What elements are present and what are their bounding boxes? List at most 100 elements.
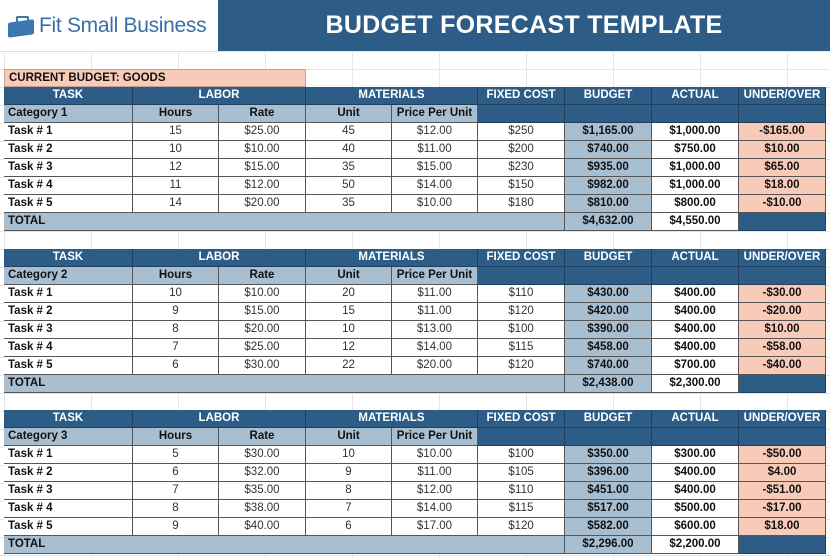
actual-cell[interactable]: $1,000.00 bbox=[652, 159, 739, 177]
under-over-cell[interactable]: $18.00 bbox=[739, 177, 826, 195]
under-over-cell[interactable]: $10.00 bbox=[739, 141, 826, 159]
hours-cell[interactable]: 10 bbox=[133, 141, 219, 159]
total-label[interactable]: TOTAL bbox=[4, 375, 565, 393]
header-under-over[interactable]: UNDER/OVER bbox=[739, 410, 826, 428]
task-name-cell[interactable]: Task # 4 bbox=[4, 177, 133, 195]
fixed-cost-cell[interactable]: $180 bbox=[478, 195, 565, 213]
budget-cell[interactable]: $390.00 bbox=[565, 321, 652, 339]
subheader-blank[interactable] bbox=[565, 428, 652, 446]
actual-cell[interactable]: $400.00 bbox=[652, 303, 739, 321]
header-task[interactable]: TASK bbox=[4, 249, 133, 267]
fixed-cost-cell[interactable]: $110 bbox=[478, 482, 565, 500]
task-name-cell[interactable]: Task # 2 bbox=[4, 303, 133, 321]
unit-cell[interactable]: 8 bbox=[306, 482, 392, 500]
rate-cell[interactable]: $38.00 bbox=[219, 500, 306, 518]
hours-cell[interactable]: 12 bbox=[133, 159, 219, 177]
budget-cell[interactable]: $935.00 bbox=[565, 159, 652, 177]
header-task[interactable]: TASK bbox=[4, 410, 133, 428]
task-name-cell[interactable]: Task # 3 bbox=[4, 482, 133, 500]
actual-cell[interactable]: $400.00 bbox=[652, 482, 739, 500]
fixed-cost-cell[interactable]: $250 bbox=[478, 123, 565, 141]
fixed-cost-cell[interactable]: $100 bbox=[478, 446, 565, 464]
under-over-cell[interactable]: $18.00 bbox=[739, 518, 826, 536]
subheader-hours[interactable]: Hours bbox=[133, 105, 219, 123]
actual-cell[interactable]: $500.00 bbox=[652, 500, 739, 518]
task-name-cell[interactable]: Task # 5 bbox=[4, 357, 133, 375]
fixed-cost-cell[interactable]: $150 bbox=[478, 177, 565, 195]
rate-cell[interactable]: $40.00 bbox=[219, 518, 306, 536]
total-label[interactable]: TOTAL bbox=[4, 213, 565, 231]
under-over-cell[interactable]: $65.00 bbox=[739, 159, 826, 177]
under-over-cell[interactable]: -$17.00 bbox=[739, 500, 826, 518]
price-per-unit-cell[interactable]: $11.00 bbox=[392, 303, 478, 321]
budget-cell[interactable]: $740.00 bbox=[565, 357, 652, 375]
hours-cell[interactable]: 6 bbox=[133, 357, 219, 375]
subheader-price-per-unit[interactable]: Price Per Unit bbox=[392, 105, 478, 123]
subheader-blank[interactable] bbox=[652, 428, 739, 446]
header-actual[interactable]: ACTUAL bbox=[652, 410, 739, 428]
subheader-blank[interactable] bbox=[478, 428, 565, 446]
task-name-cell[interactable]: Task # 3 bbox=[4, 321, 133, 339]
unit-cell[interactable]: 7 bbox=[306, 500, 392, 518]
subheader-blank[interactable] bbox=[478, 267, 565, 285]
under-over-cell[interactable]: -$20.00 bbox=[739, 303, 826, 321]
budget-cell[interactable]: $350.00 bbox=[565, 446, 652, 464]
subheader-blank[interactable] bbox=[739, 267, 826, 285]
subheader-hours[interactable]: Hours bbox=[133, 428, 219, 446]
total-under-over-cell[interactable] bbox=[739, 213, 826, 231]
hours-cell[interactable]: 7 bbox=[133, 482, 219, 500]
price-per-unit-cell[interactable]: $12.00 bbox=[392, 123, 478, 141]
actual-cell[interactable]: $700.00 bbox=[652, 357, 739, 375]
rate-cell[interactable]: $20.00 bbox=[219, 321, 306, 339]
unit-cell[interactable]: 15 bbox=[306, 303, 392, 321]
current-budget-label[interactable]: CURRENT BUDGET: GOODS bbox=[4, 69, 306, 87]
task-name-cell[interactable]: Task # 2 bbox=[4, 464, 133, 482]
header-budget[interactable]: BUDGET bbox=[565, 87, 652, 105]
header-budget[interactable]: BUDGET bbox=[565, 249, 652, 267]
unit-cell[interactable]: 22 bbox=[306, 357, 392, 375]
subheader-blank[interactable] bbox=[739, 428, 826, 446]
total-actual-cell[interactable]: $2,200.00 bbox=[652, 536, 739, 554]
rate-cell[interactable]: $25.00 bbox=[219, 123, 306, 141]
task-name-cell[interactable]: Task # 5 bbox=[4, 195, 133, 213]
task-name-cell[interactable]: Task # 4 bbox=[4, 500, 133, 518]
task-name-cell[interactable]: Task # 4 bbox=[4, 339, 133, 357]
actual-cell[interactable]: $400.00 bbox=[652, 464, 739, 482]
total-budget-cell[interactable]: $2,296.00 bbox=[565, 536, 652, 554]
subheader-rate[interactable]: Rate bbox=[219, 267, 306, 285]
total-under-over-cell[interactable] bbox=[739, 536, 826, 554]
budget-cell[interactable]: $430.00 bbox=[565, 285, 652, 303]
budget-cell[interactable]: $458.00 bbox=[565, 339, 652, 357]
actual-cell[interactable]: $300.00 bbox=[652, 446, 739, 464]
under-over-cell[interactable]: -$10.00 bbox=[739, 195, 826, 213]
hours-cell[interactable]: 8 bbox=[133, 321, 219, 339]
fixed-cost-cell[interactable]: $120 bbox=[478, 357, 565, 375]
header-under-over[interactable]: UNDER/OVER bbox=[739, 87, 826, 105]
unit-cell[interactable]: 50 bbox=[306, 177, 392, 195]
hours-cell[interactable]: 8 bbox=[133, 500, 219, 518]
price-per-unit-cell[interactable]: $17.00 bbox=[392, 518, 478, 536]
price-per-unit-cell[interactable]: $14.00 bbox=[392, 500, 478, 518]
category-label[interactable]: Category 2 bbox=[4, 267, 133, 285]
header-fixed-cost[interactable]: FIXED COST bbox=[478, 249, 565, 267]
total-actual-cell[interactable]: $4,550.00 bbox=[652, 213, 739, 231]
unit-cell[interactable]: 35 bbox=[306, 159, 392, 177]
under-over-cell[interactable]: -$30.00 bbox=[739, 285, 826, 303]
header-labor[interactable]: LABOR bbox=[133, 410, 306, 428]
budget-cell[interactable]: $451.00 bbox=[565, 482, 652, 500]
price-per-unit-cell[interactable]: $11.00 bbox=[392, 141, 478, 159]
hours-cell[interactable]: 9 bbox=[133, 303, 219, 321]
actual-cell[interactable]: $400.00 bbox=[652, 321, 739, 339]
rate-cell[interactable]: $35.00 bbox=[219, 482, 306, 500]
fixed-cost-cell[interactable]: $105 bbox=[478, 464, 565, 482]
price-per-unit-cell[interactable]: $15.00 bbox=[392, 159, 478, 177]
subheader-hours[interactable]: Hours bbox=[133, 267, 219, 285]
header-budget[interactable]: BUDGET bbox=[565, 410, 652, 428]
price-per-unit-cell[interactable]: $14.00 bbox=[392, 339, 478, 357]
price-per-unit-cell[interactable]: $13.00 bbox=[392, 321, 478, 339]
rate-cell[interactable]: $30.00 bbox=[219, 357, 306, 375]
unit-cell[interactable]: 10 bbox=[306, 446, 392, 464]
actual-cell[interactable]: $750.00 bbox=[652, 141, 739, 159]
budget-cell[interactable]: $420.00 bbox=[565, 303, 652, 321]
price-per-unit-cell[interactable]: $11.00 bbox=[392, 285, 478, 303]
